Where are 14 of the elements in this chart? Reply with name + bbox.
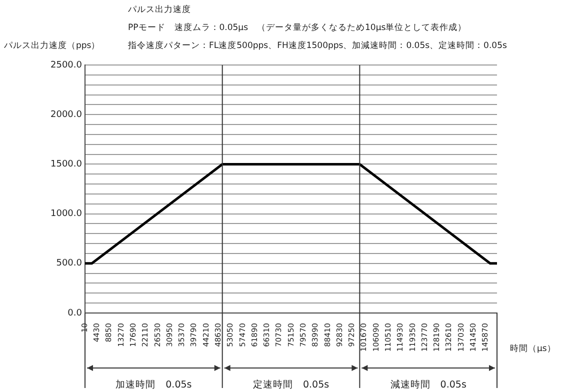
y-tick-label: 500.0 <box>56 258 82 269</box>
x-axis-title: 時間（μs） <box>510 343 556 355</box>
chart-subtitle: PPモード 速度ムラ：0.05μs （データ量が多くなるため10μs単位として表作成） <box>128 22 467 34</box>
y-tick-label: 1000.0 <box>50 209 82 220</box>
text: 加速時間 0.05s <box>116 378 192 390</box>
chart-title: パルス出力速度 <box>128 4 191 16</box>
text: 定速時間 0.05s <box>252 378 330 390</box>
y-axis-title: パルス出力速度（pps） <box>4 40 100 52</box>
y-tick-label: 2000.0 <box>50 110 82 120</box>
text: 減速時間 0.05s <box>390 378 466 390</box>
y-tick-label: 0.0 <box>68 308 82 318</box>
text: 指令速度パターン：FL速度500pps、FH速度1500pps、加減速時間：0.05s、定速時間：0.05s <box>128 40 507 52</box>
y-tick-label: 1500.0 <box>50 160 82 170</box>
y-tick-label: 2500.0 <box>50 60 82 70</box>
